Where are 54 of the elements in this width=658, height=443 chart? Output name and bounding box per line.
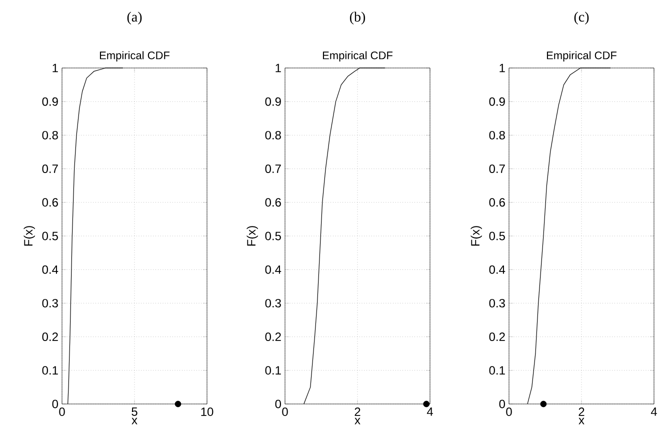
y-tick-label: 0.4	[265, 265, 282, 274]
y-tick-label: 0.6	[265, 198, 281, 207]
y-tick-label: 0.7	[265, 164, 281, 174]
x-tick-label: 2	[578, 408, 584, 416]
y-tick-label: 0.1	[489, 366, 505, 375]
y-tick-label: 0.5	[42, 232, 58, 240]
y-tick-label: 0	[499, 400, 506, 408]
y-tick-label: 0.5	[489, 232, 505, 240]
y-tick-label: 0.4	[42, 265, 58, 274]
y-tick-label: 0.9	[265, 97, 281, 106]
chart-subtitle: Empirical CDF	[100, 51, 170, 62]
y-tick-label: 0.2	[489, 332, 505, 342]
x-tick-label: 2	[354, 408, 360, 416]
y-tick-label: 0.4	[489, 265, 506, 274]
chart-title: (a)	[127, 12, 142, 24]
y-tick-label: 0.3	[42, 298, 58, 308]
y-axis-title: F(x)	[470, 226, 482, 246]
x-tick-label: 0	[282, 408, 288, 416]
y-tick-label: 1	[276, 64, 281, 72]
x-tick-label: 0	[506, 408, 512, 416]
x-axis-title: x	[578, 418, 584, 424]
y-axis-title: F(x)	[246, 226, 258, 246]
y-tick-label: 0.2	[42, 332, 58, 342]
y-tick-label: 0.1	[265, 366, 281, 375]
chart-subtitle: Empirical CDF	[322, 51, 392, 62]
x-tick-label: 10	[201, 408, 214, 416]
chart-title: (b)	[350, 12, 366, 24]
y-tick-label: 0	[275, 400, 282, 408]
y-tick-label: 0.1	[42, 366, 58, 375]
y-tick-label: 0.8	[489, 130, 505, 140]
x-axis-title: x	[132, 418, 138, 424]
y-tick-label: 0.9	[42, 97, 58, 106]
x-tick-label: 4	[426, 408, 433, 416]
y-tick-label: 0.6	[489, 198, 505, 207]
y-tick-label: 0.3	[265, 298, 281, 308]
x-tick-label: 4	[650, 408, 657, 416]
y-tick-label: 0.2	[265, 332, 281, 342]
y-tick-label: 0.7	[42, 164, 58, 174]
y-tick-label: 1	[52, 64, 58, 72]
y-axis-title: F(x)	[24, 226, 35, 246]
y-tick-label: 1	[500, 64, 505, 72]
y-tick-label: 0.6	[42, 198, 58, 207]
y-tick-label: 0.7	[489, 164, 505, 174]
x-tick-label: 0	[59, 408, 65, 416]
chart-title: (c)	[574, 12, 589, 24]
y-tick-label: 0.8	[42, 130, 58, 140]
y-tick-label: 0.9	[489, 97, 505, 106]
x-axis-title: x	[354, 418, 360, 424]
y-tick-label: 0.8	[265, 130, 281, 140]
chart-subtitle: Empirical CDF	[546, 51, 616, 62]
y-tick-label: 0.3	[489, 298, 505, 308]
y-tick-label: 0	[52, 400, 58, 408]
x-tick-label: 5	[132, 408, 138, 416]
y-tick-label: 0.5	[265, 232, 281, 240]
